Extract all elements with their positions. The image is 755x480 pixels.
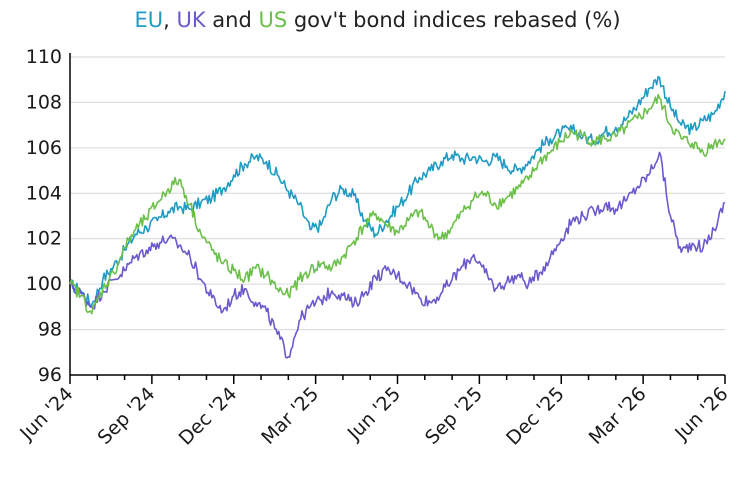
y-tick-label: 102 xyxy=(26,228,62,250)
x-tick-label: Sep '25 xyxy=(421,383,487,449)
x-tick-label: Jun '26 xyxy=(670,383,732,445)
y-tick-label: 110 xyxy=(26,46,62,68)
y-tick-label: 96 xyxy=(38,364,62,386)
chart-title-part: UK xyxy=(176,8,206,32)
chart-title-part: EU xyxy=(134,8,164,32)
y-tick-label: 104 xyxy=(26,182,62,204)
series-line-us xyxy=(69,93,726,315)
chart-title-part: and xyxy=(205,8,259,32)
chart-title-part: , xyxy=(163,8,177,32)
x-tick-label: Jun '25 xyxy=(343,383,405,445)
x-tick-label: Sep '24 xyxy=(93,383,159,449)
y-tick-label: 98 xyxy=(38,319,62,341)
chart-title-part: gov't bond indices rebased (%) xyxy=(287,8,621,32)
chart-title: EU, UK and US gov't bond indices rebased… xyxy=(0,8,755,32)
y-tick-label: 100 xyxy=(26,273,62,295)
y-tick-label: 108 xyxy=(26,91,62,113)
x-tick-label: Mar '26 xyxy=(585,383,651,449)
y-tick-label: 106 xyxy=(26,137,62,159)
x-tick-label: Mar '25 xyxy=(257,383,323,449)
series-line-uk xyxy=(69,151,726,359)
x-tick-label: Dec '25 xyxy=(502,383,569,450)
x-tick-label: Dec '24 xyxy=(175,383,242,450)
chart-title-part: US xyxy=(258,8,288,32)
x-tick-label: Jun '24 xyxy=(15,383,77,445)
series-line-eu xyxy=(69,75,726,308)
